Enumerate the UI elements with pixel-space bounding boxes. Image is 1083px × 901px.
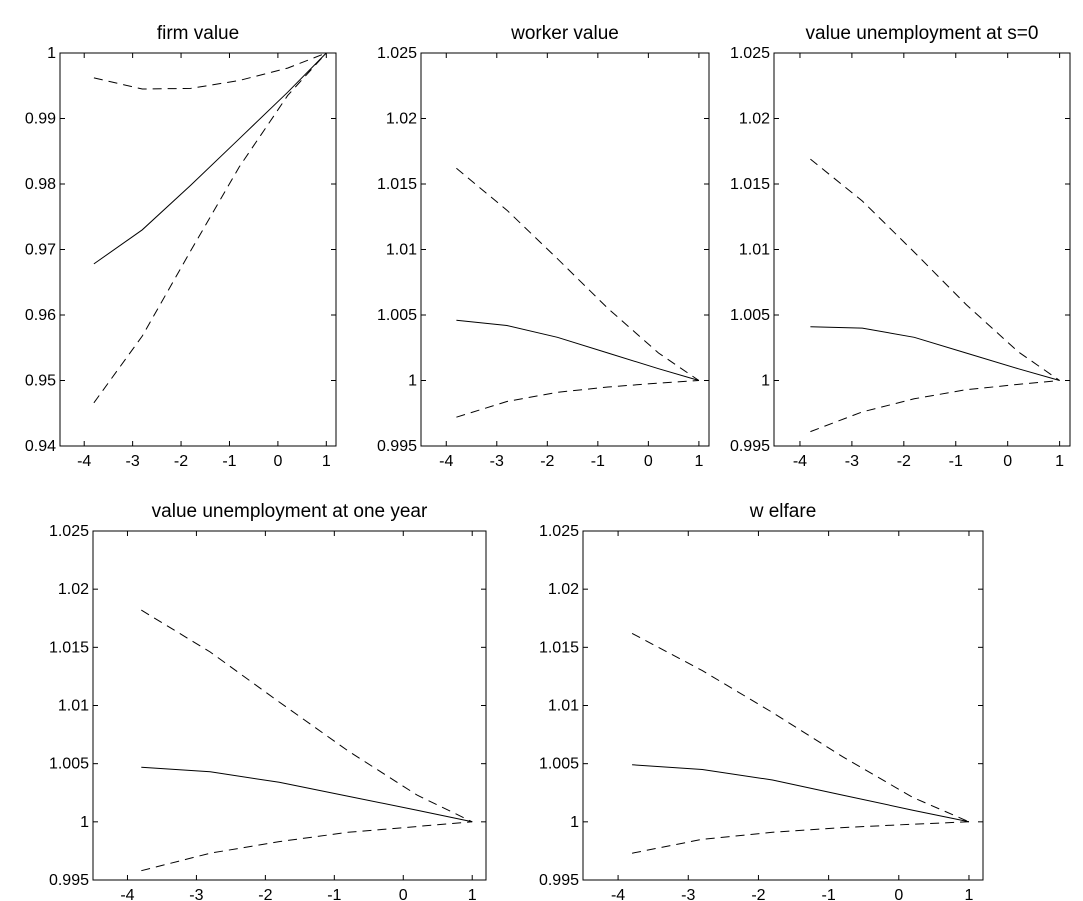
- x-tick-label: 0: [399, 887, 408, 901]
- x-tick-label: -3: [490, 453, 504, 470]
- y-tick-label: 1.005: [49, 756, 89, 773]
- x-tick-label: -3: [845, 453, 859, 470]
- series-line-dashed-1: [631, 632, 970, 823]
- x-tick-label: 0: [644, 453, 653, 470]
- x-tick-label: -2: [897, 453, 911, 470]
- series-line-dashed-2: [632, 821, 970, 854]
- y-tick-label: 1: [80, 814, 89, 831]
- y-tick-label: 1.005: [730, 307, 770, 324]
- subplot-4: value unemployment at one year 0.995 1 1.00…: [49, 501, 487, 901]
- y-tick-label: 1: [570, 814, 579, 831]
- x-tick-label: 0: [1003, 453, 1012, 470]
- x-tick-label: -3: [126, 453, 140, 470]
- axes-frame: [59, 52, 337, 447]
- subplot-title: value unemployment at one year: [152, 501, 428, 522]
- y-tick-label: 1.015: [377, 176, 417, 193]
- x-tick-label: -3: [681, 887, 695, 901]
- x-tick-label: -2: [174, 453, 188, 470]
- y-tick-label: 0.97: [25, 242, 56, 259]
- series-line-dashed-1: [456, 167, 700, 381]
- series-line-dashed-1: [93, 52, 327, 90]
- x-tick-label: -1: [821, 887, 835, 901]
- y-tick-label: 0.995: [730, 438, 770, 455]
- y-tick-label: 1.02: [386, 111, 417, 128]
- y-tick-label: 1: [761, 373, 770, 390]
- y-tick-label: 1.005: [377, 307, 417, 324]
- series-line-solid: [93, 52, 327, 265]
- axes-frame: [773, 52, 1071, 447]
- y-tick-label: 0.995: [49, 872, 89, 889]
- series-line-dashed-2: [810, 380, 1060, 433]
- series-line-dashed-1: [810, 158, 1060, 381]
- x-tick-label: -1: [949, 453, 963, 470]
- x-tick-label: 1: [694, 453, 703, 470]
- y-tick-label: 1.025: [49, 523, 89, 540]
- y-tick-label: 1.01: [58, 698, 89, 715]
- x-tick-label: 1: [965, 887, 974, 901]
- axes-frame: [92, 530, 487, 881]
- x-tick-label: 0: [894, 887, 903, 901]
- x-tick-label: -1: [591, 453, 605, 470]
- x-tick-label: 1: [468, 887, 477, 901]
- y-tick-label: 0.995: [377, 438, 417, 455]
- x-tick-label: -1: [327, 887, 341, 901]
- y-tick-label: 1.025: [377, 45, 417, 62]
- y-tick-label: 1.02: [548, 581, 579, 598]
- x-tick-label: -4: [120, 887, 134, 901]
- x-tick-label: 0: [273, 453, 282, 470]
- y-tick-label: 1.01: [739, 242, 770, 259]
- subplot-title: firm value: [157, 23, 239, 44]
- x-tick-label: -4: [439, 453, 453, 470]
- x-tick-label: -2: [258, 887, 272, 901]
- series-line-solid: [810, 326, 1060, 381]
- y-tick-label: 1: [47, 45, 56, 62]
- axes-frame: [582, 530, 984, 881]
- subplot-2: worker value 0.995 1 1.005 1.01 1.015 1.02 1.02…: [377, 23, 710, 470]
- x-tick-label: -4: [611, 887, 625, 901]
- subplot-title: w elfare: [749, 501, 817, 522]
- x-tick-label: -4: [793, 453, 807, 470]
- series-line-solid: [141, 766, 473, 823]
- x-tick-label: -2: [540, 453, 554, 470]
- y-tick-label: 1.01: [386, 242, 417, 259]
- y-tick-label: 0.95: [25, 373, 56, 390]
- subplot-5: w elfare 0.995 1 1.005 1.01 1.015 1.02 1.025 -4 -…: [539, 501, 984, 901]
- y-tick-label: 0.96: [25, 307, 56, 324]
- y-tick-label: 1.02: [739, 111, 770, 128]
- series-line-solid: [456, 319, 700, 381]
- x-tick-label: -3: [189, 887, 203, 901]
- series-line-solid: [632, 764, 970, 823]
- y-tick-label: 0.94: [25, 438, 56, 455]
- axes-frame: [420, 52, 710, 447]
- y-tick-label: 1.015: [49, 639, 89, 656]
- subplot-3: value unemployment at s=0 0.995 1 1.005 1.01…: [730, 23, 1071, 470]
- x-tick-label: 1: [322, 453, 331, 470]
- x-tick-label: 1: [1055, 453, 1064, 470]
- y-tick-label: 1.015: [730, 176, 770, 193]
- y-tick-label: 1.015: [539, 639, 579, 656]
- y-tick-label: 1.01: [548, 698, 579, 715]
- x-tick-label: -1: [222, 453, 236, 470]
- subplot-title: value unemployment at s=0: [806, 23, 1039, 44]
- y-tick-label: 1.025: [730, 45, 770, 62]
- subplot-title: worker value: [510, 23, 619, 44]
- y-tick-label: 1: [408, 373, 417, 390]
- y-tick-label: 0.99: [25, 111, 56, 128]
- x-tick-label: -4: [77, 453, 91, 470]
- y-tick-label: 1.005: [539, 756, 579, 773]
- x-tick-label: -2: [751, 887, 765, 901]
- series-line-dashed-2: [93, 52, 327, 404]
- y-tick-label: 0.995: [539, 872, 579, 889]
- y-tick-label: 1.025: [539, 523, 579, 540]
- series-line-dashed-2: [456, 380, 699, 418]
- y-tick-label: 0.98: [25, 176, 56, 193]
- series-line-dashed-2: [141, 821, 473, 872]
- subplot-1: firm value 0.94 0.95 0.96 0.97 0.98 0.99 1 -4 -3 -…: [25, 23, 337, 470]
- series-line-dashed-1: [141, 609, 473, 823]
- y-tick-label: 1.02: [58, 581, 89, 598]
